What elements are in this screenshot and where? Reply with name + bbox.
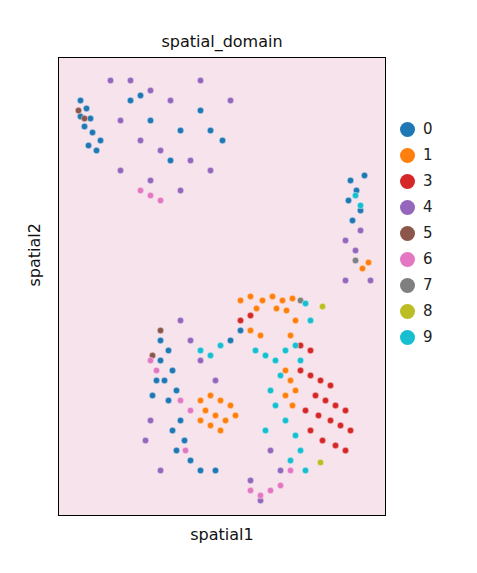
html-text:8: 8	[423, 302, 433, 320]
svg-text:spatial2: spatial2	[25, 223, 44, 286]
html-text:0: 0	[423, 120, 433, 138]
html-text:6: 6	[423, 250, 433, 268]
html-text:1: 1	[423, 146, 433, 164]
html-text:5: 5	[423, 224, 433, 242]
html-text:7: 7	[423, 276, 433, 294]
svg-text:spatial1: spatial1	[190, 525, 253, 544]
html-text:3: 3	[423, 172, 433, 190]
html-text:9: 9	[423, 328, 433, 346]
html-text:4: 4	[423, 198, 433, 216]
svg-text:spatial_domain: spatial_domain	[161, 32, 282, 52]
